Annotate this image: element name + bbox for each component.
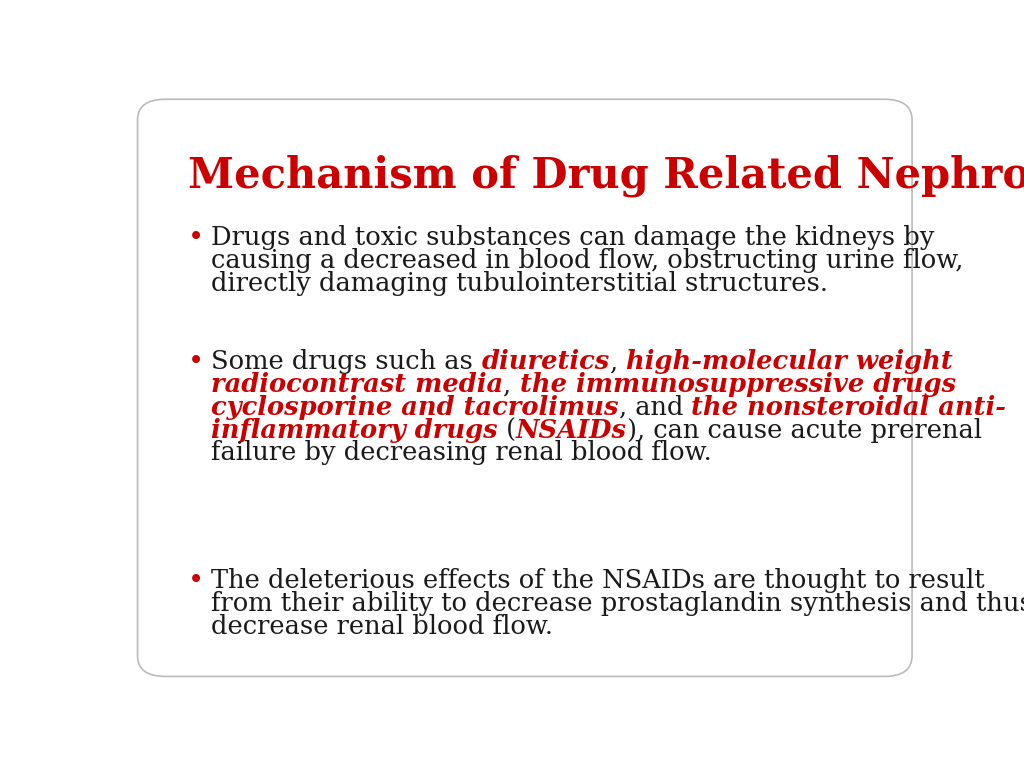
Text: Mechanism of Drug Related Nephropathies: Mechanism of Drug Related Nephropathies: [187, 154, 1024, 197]
Text: radiocontrast media: radiocontrast media: [211, 372, 504, 397]
Text: •: •: [187, 349, 204, 376]
Text: ,: ,: [609, 349, 626, 375]
Text: diuretics: diuretics: [481, 349, 609, 375]
Text: NSAIDs: NSAIDs: [516, 418, 627, 442]
Text: high-molecular weight: high-molecular weight: [626, 349, 952, 375]
Text: the immunosuppressive drugs: the immunosuppressive drugs: [520, 372, 955, 397]
Text: causing a decreased in blood flow, obstructing urine flow,: causing a decreased in blood flow, obstr…: [211, 248, 964, 273]
Text: (: (: [498, 418, 516, 442]
Text: directly damaging tubulointerstitial structures.: directly damaging tubulointerstitial str…: [211, 271, 828, 296]
Text: ,: ,: [504, 372, 520, 397]
Text: Drugs and toxic substances can damage the kidneys by: Drugs and toxic substances can damage th…: [211, 225, 935, 250]
Text: Some drugs such as: Some drugs such as: [211, 349, 481, 375]
FancyBboxPatch shape: [137, 99, 912, 677]
Text: decrease renal blood flow.: decrease renal blood flow.: [211, 614, 553, 639]
Text: The deleterious effects of the NSAIDs are thought to result: The deleterious effects of the NSAIDs ar…: [211, 568, 985, 593]
Text: •: •: [187, 225, 204, 252]
Text: the nonsteroidal anti-: the nonsteroidal anti-: [691, 395, 1007, 420]
Text: inflammatory drugs: inflammatory drugs: [211, 418, 498, 442]
Text: •: •: [187, 568, 204, 595]
Text: cyclosporine and tacrolimus: cyclosporine and tacrolimus: [211, 395, 618, 420]
Text: , and: , and: [618, 395, 691, 420]
Text: from their ability to decrease prostaglandin synthesis and thus: from their ability to decrease prostagla…: [211, 591, 1024, 616]
Text: failure by decreasing renal blood flow.: failure by decreasing renal blood flow.: [211, 441, 712, 465]
Text: ), can cause acute prerenal: ), can cause acute prerenal: [627, 418, 982, 442]
